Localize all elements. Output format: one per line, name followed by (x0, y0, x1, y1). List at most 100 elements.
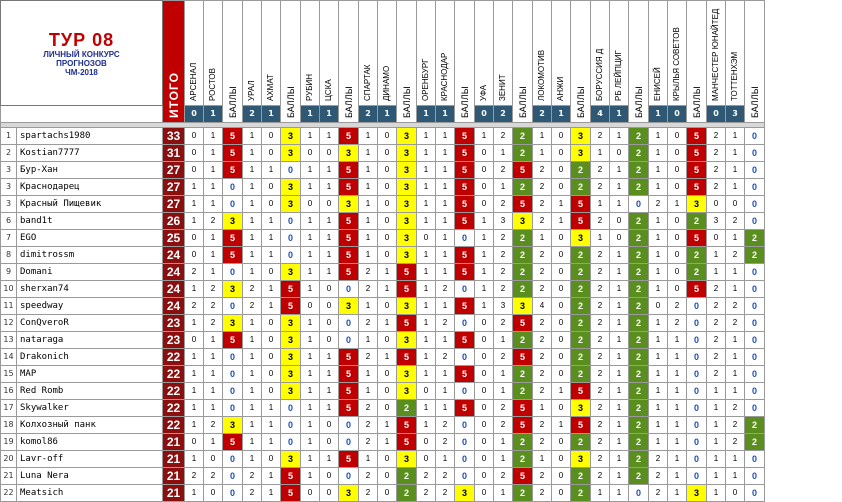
match-points: 2 (570, 331, 591, 349)
match-points: 3 (396, 382, 417, 400)
match-points: 0 (628, 484, 649, 502)
match-points: 0 (454, 314, 475, 332)
predicted-away-score: 1 (203, 229, 223, 247)
predicted-away-score: 0 (551, 144, 571, 162)
predicted-home-score: 2 (532, 263, 552, 281)
match-points: 3 (396, 246, 417, 264)
match-points: 0 (744, 212, 765, 230)
predicted-away-score: 2 (203, 297, 223, 315)
predicted-home-score: 1 (242, 331, 262, 349)
predicted-home-score: 1 (648, 433, 668, 451)
match-points: 2 (628, 382, 649, 400)
match-points: 2 (686, 246, 707, 264)
predicted-home-score: 1 (648, 331, 668, 349)
predicted-home-score: 2 (358, 467, 378, 485)
contest-subtitle: ЛИЧНЫЙ КОНКУРС (43, 49, 120, 59)
predicted-away-score: 0 (261, 348, 281, 366)
match-points: 2 (570, 178, 591, 196)
table-row: 15 MAP 22 1 1 0 1 0 3 1 1 5 1 0 3 1 1 5 0 1 2 2 0 2 2 1 2 1 1 0 2 1 0 (0, 365, 765, 383)
match-away-score: 1 (319, 105, 339, 123)
predicted-home-score: 2 (706, 348, 726, 366)
match-points: 2 (628, 365, 649, 383)
match-points: 3 (280, 263, 301, 281)
predicted-away-score: 0 (261, 382, 281, 400)
predicted-away-score: 2 (203, 280, 223, 298)
match-points: 2 (512, 127, 533, 145)
predicted-away-score: 2 (435, 314, 455, 332)
match-points: 0 (338, 280, 359, 298)
predicted-home-score: 1 (590, 229, 610, 247)
match-points: 2 (570, 297, 591, 315)
predicted-home-score: 1 (300, 161, 320, 179)
predicted-home-score: 2 (532, 280, 552, 298)
match-points: 0 (454, 450, 475, 468)
match-points: 0 (744, 399, 765, 417)
predicted-home-score: 0 (184, 433, 204, 451)
table-row: 11 speedway 24 2 2 0 2 1 5 0 0 3 1 0 3 1 1 5 1 3 3 4 0 2 2 1 2 0 2 0 2… (0, 297, 765, 315)
predicted-away-score: 2 (725, 399, 745, 417)
predicted-home-score: 2 (590, 314, 610, 332)
total-points: 21 (162, 484, 185, 502)
predicted-home-score: 1 (184, 450, 204, 468)
match-points: 0 (222, 484, 243, 502)
predicted-away-score: 0 (319, 331, 339, 349)
predicted-home-score: 1 (358, 246, 378, 264)
predicted-home-score: 1 (184, 195, 204, 213)
predicted-away-score: 1 (203, 161, 223, 179)
predicted-away-score: 1 (609, 280, 629, 298)
match-points: 3 (280, 331, 301, 349)
match-points: 2 (628, 348, 649, 366)
match-points: 5 (512, 416, 533, 434)
predicted-home-score: 1 (242, 161, 262, 179)
predicted-away-score: 0 (319, 484, 339, 502)
predicted-away-score: 1 (435, 297, 455, 315)
predicted-away-score: 0 (261, 365, 281, 383)
total-points: 27 (162, 178, 185, 196)
match-points: 5 (396, 263, 417, 281)
predicted-home-score: 0 (300, 144, 320, 162)
match-points: 3 (686, 484, 707, 502)
match-points: 0 (222, 399, 243, 417)
points-header: БАЛЛЫ (280, 0, 301, 123)
predicted-away-score: 0 (725, 484, 745, 502)
predicted-away-score: 0 (261, 331, 281, 349)
predicted-away-score: 0 (261, 314, 281, 332)
match-points: 3 (280, 144, 301, 162)
match-points: 0 (280, 212, 301, 230)
predicted-home-score: 4 (532, 297, 552, 315)
predicted-away-score: 1 (609, 450, 629, 468)
match-points: 2 (628, 399, 649, 417)
match-points: 0 (744, 348, 765, 366)
predicted-away-score: 1 (319, 450, 339, 468)
predicted-home-score: 1 (416, 348, 436, 366)
table-row: 18 Колхозный панк 22 1 2 3 1 1 0 1 0 0 2 1 5 1 2 0 0 2 5 2 1 5 2… (0, 416, 765, 434)
predicted-away-score: 1 (667, 195, 687, 213)
predicted-away-score: 0 (377, 144, 397, 162)
predicted-away-score: 1 (725, 229, 745, 247)
match-points: 3 (570, 229, 591, 247)
match-away-team: ЗЕНИТ (493, 0, 513, 106)
participant-name: Meatsich (16, 484, 163, 502)
match-points: 5 (338, 365, 359, 383)
match-points: 3 (570, 399, 591, 417)
match-points: 0 (744, 178, 765, 196)
predicted-home-score: 2 (648, 467, 668, 485)
match-points: 2 (570, 348, 591, 366)
match-points: 0 (744, 484, 765, 502)
predicted-away-score: 1 (203, 433, 223, 451)
match-points: 0 (222, 365, 243, 383)
predicted-away-score: 1 (319, 161, 339, 179)
predicted-away-score: 1 (551, 212, 571, 230)
predicted-away-score: 1 (261, 246, 281, 264)
table-row: 9 Domani 24 2 1 0 1 0 3 1 1 5 2 1 5 1 1 5 1 2 2 2 0 2 2 1 2 1 0 2 1 1 0 (0, 263, 765, 281)
match-points: 5 (454, 331, 475, 349)
participant-name: Drakonich (16, 348, 163, 366)
match-points: 0 (222, 263, 243, 281)
predicted-home-score: 1 (416, 195, 436, 213)
match-points: 2 (512, 246, 533, 264)
predicted-away-score: 1 (435, 212, 455, 230)
match-away-team: ЦСКА (319, 0, 339, 106)
predicted-home-score: 2 (532, 348, 552, 366)
predicted-away-score: 1 (435, 450, 455, 468)
participant-name: sherxan74 (16, 280, 163, 298)
